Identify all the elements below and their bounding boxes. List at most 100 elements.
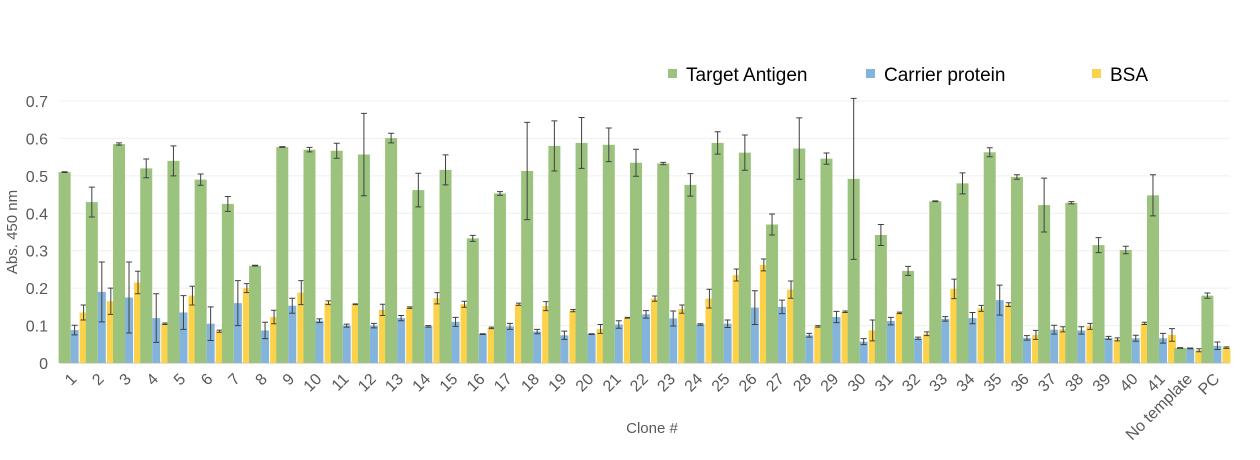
bar-bsa [923, 333, 932, 363]
legend-label: Carrier protein [884, 65, 1005, 86]
error-bar [951, 278, 958, 300]
bar-bsa [134, 282, 143, 363]
bar-target-antigen [194, 179, 207, 363]
bar-bsa [623, 317, 632, 363]
x-tick-label: 19 [546, 371, 571, 396]
bar-carrier-protein [533, 331, 542, 363]
error-bar [578, 116, 585, 169]
error-bar [1159, 332, 1166, 344]
bar-target-antigen [684, 184, 697, 363]
bar-target-antigen [847, 178, 860, 363]
bar-bsa [814, 326, 823, 363]
error-bar [506, 322, 513, 330]
x-tick-label: PC [1195, 371, 1223, 399]
error-bar [670, 310, 677, 327]
bar-bsa [188, 295, 197, 363]
bar-bsa [106, 301, 115, 363]
bar-bsa [161, 323, 170, 363]
bar-bsa [596, 328, 605, 363]
bar-carrier-protein [1077, 330, 1086, 363]
bar-carrier-protein [941, 318, 950, 363]
bar-target-antigen [412, 190, 425, 363]
error-bar [551, 120, 558, 172]
error-bar [143, 158, 150, 179]
bar-bsa [324, 302, 333, 363]
error-bar [370, 322, 377, 329]
bar-target-antigen [602, 144, 615, 363]
bar-target-antigen [1146, 195, 1159, 363]
error-bar [1122, 245, 1129, 255]
error-bar [234, 280, 241, 327]
bar-carrier-protein [1022, 337, 1031, 363]
x-tick-label: 31 [872, 371, 897, 396]
error-bar [796, 117, 803, 180]
bar-bsa [651, 298, 659, 363]
bar-target-antigen [521, 170, 534, 363]
bar-carrier-protein [968, 318, 977, 363]
bar-bsa [1086, 326, 1095, 363]
y-axis-label: Abs. 450 nm [4, 190, 21, 274]
bar-carrier-protein [587, 334, 596, 363]
bar-carrier-protein [832, 316, 841, 363]
x-tick-label: 14 [410, 371, 435, 396]
bar-target-antigen [221, 203, 234, 363]
bar-carrier-protein [1131, 338, 1140, 363]
error-bar [1168, 328, 1175, 342]
bar-carrier-protein [206, 323, 215, 363]
error-bar [107, 287, 114, 315]
x-tick-label: 39 [1090, 371, 1115, 396]
bar-carrier-protein [642, 314, 650, 363]
error-bar [769, 213, 776, 236]
bar-target-antigen [793, 148, 806, 363]
bar-target-antigen [439, 169, 452, 363]
bar-bsa [351, 304, 360, 363]
error-bar [959, 172, 966, 195]
bar-target-antigen [276, 147, 289, 363]
bar-bsa [460, 304, 469, 363]
bar-carrier-protein [614, 324, 623, 363]
y-tick-label: 0.5 [26, 169, 48, 186]
bar-target-antigen [249, 265, 262, 363]
error-bar [360, 112, 367, 197]
bar-target-antigen [983, 152, 996, 363]
x-tick-label: 28 [790, 371, 815, 396]
error-bar [978, 304, 985, 312]
bar-carrier-protein [995, 300, 1004, 363]
error-bar [153, 293, 160, 343]
error-bar [1087, 322, 1094, 330]
error-bar [298, 280, 305, 306]
bar-bsa [841, 311, 850, 363]
bar-bsa [732, 275, 741, 363]
bar-carrier-protein [914, 338, 923, 363]
error-bar [823, 152, 830, 165]
x-tick-label: 13 [382, 371, 407, 396]
bar-carrier-protein [1050, 329, 1059, 363]
x-tick-label: 26 [736, 371, 761, 396]
x-tick-label: 27 [763, 371, 788, 396]
y-axis-ticks: 0 0.1 0.2 0.3 0.4 0.5 0.6 0.7 [26, 94, 48, 373]
y-tick-label: 0.2 [26, 281, 48, 298]
error-bar [224, 195, 231, 212]
x-tick-label: 9 [280, 371, 298, 389]
error-bar [1078, 326, 1085, 335]
bar-target-antigen [1010, 176, 1023, 363]
bar-bsa [787, 289, 796, 363]
bar-carrier-protein [424, 326, 433, 363]
x-tick-label: 33 [927, 371, 952, 396]
bar-carrier-protein [70, 330, 79, 363]
bar-target-antigen [929, 201, 942, 363]
error-bar [1005, 302, 1012, 307]
bar-carrier-protein [505, 326, 514, 363]
error-bar [915, 336, 922, 340]
bar-bsa [270, 316, 279, 363]
error-bar [243, 283, 250, 294]
x-tick-label: 30 [845, 371, 870, 396]
bar-bsa [977, 308, 986, 363]
error-bar [496, 191, 503, 196]
x-tick-label: 18 [518, 371, 543, 396]
error-bar [1187, 347, 1194, 350]
error-bar [216, 329, 223, 333]
error-bar [189, 285, 196, 306]
bar-carrier-protein [886, 321, 895, 363]
bar-target-antigen [357, 154, 370, 363]
